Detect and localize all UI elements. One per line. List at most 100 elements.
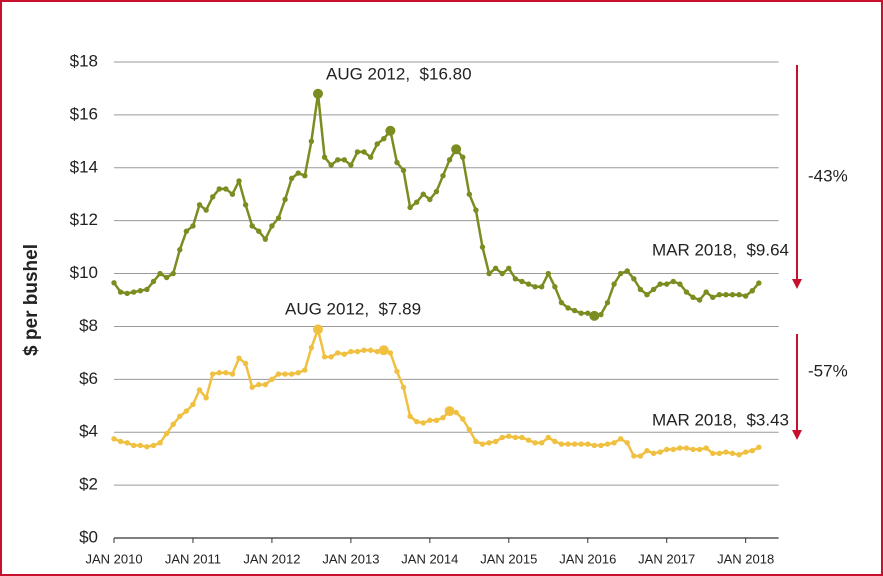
data-point [604, 441, 611, 447]
data-point [637, 453, 644, 459]
data-point [242, 202, 249, 208]
y-tick-label: $14 [70, 157, 98, 176]
data-point [394, 368, 400, 375]
annotation: MAR 2018, $9.64 [652, 240, 789, 259]
data-point [295, 170, 301, 176]
annotation: -57% [808, 361, 848, 380]
x-tick-label: JAN 2011 [165, 551, 221, 566]
data-point [407, 413, 413, 420]
data-point [565, 305, 571, 311]
data-point [473, 438, 479, 445]
data-point [729, 450, 736, 457]
data-point [716, 292, 723, 298]
data-point [460, 154, 466, 160]
data-point [302, 367, 308, 373]
data-point [341, 351, 347, 357]
data-point [124, 440, 130, 446]
data-point [703, 289, 709, 295]
data-point [381, 135, 387, 142]
arrow-head [792, 430, 802, 440]
y-tick-label: $0 [79, 527, 98, 546]
data-point [236, 178, 242, 184]
y-tick-label: $6 [79, 369, 98, 388]
data-point [631, 453, 637, 459]
data-point [486, 270, 492, 277]
data-point [321, 354, 328, 360]
data-point [499, 434, 505, 441]
data-point [117, 289, 124, 295]
data-point [539, 440, 545, 446]
data-point [335, 157, 341, 163]
data-point [683, 445, 690, 451]
data-point [387, 350, 394, 356]
data-point [558, 441, 565, 447]
data-point [308, 344, 315, 351]
data-point [578, 441, 584, 447]
data-point [407, 204, 413, 211]
y-tick-label: $12 [70, 210, 98, 229]
data-point [111, 280, 117, 286]
data-point [269, 376, 275, 383]
data-point [558, 299, 565, 306]
data-point [170, 270, 176, 277]
data-point [288, 371, 295, 377]
data-point [427, 196, 433, 203]
data-point [400, 384, 407, 390]
data-point [723, 449, 729, 455]
data-point [312, 88, 323, 99]
data-point [229, 191, 236, 197]
data-point [190, 223, 196, 229]
data-point [413, 418, 420, 425]
data-point [499, 270, 505, 277]
data-point [611, 281, 617, 287]
data-point [374, 141, 380, 147]
data-point [539, 284, 545, 290]
annotation: -43% [808, 166, 848, 185]
data-point [275, 215, 282, 221]
data-point [723, 292, 729, 298]
data-point [729, 292, 736, 298]
y-axis-label: $ per bushel [21, 244, 42, 356]
data-point [262, 381, 269, 388]
data-point [282, 196, 288, 203]
data-point [749, 288, 755, 294]
data-point [354, 149, 361, 155]
data-point [367, 347, 374, 353]
x-tick-label: JAN 2018 [717, 551, 774, 566]
data-point [736, 292, 742, 298]
data-point [361, 347, 367, 353]
series-line [113, 328, 760, 458]
data-point [617, 270, 624, 277]
data-point [716, 450, 723, 457]
data-point [696, 446, 703, 453]
data-point [196, 387, 203, 393]
data-point [190, 401, 196, 408]
data-point [282, 371, 288, 377]
data-point [348, 348, 354, 355]
data-point [413, 199, 420, 205]
data-point [163, 274, 170, 281]
data-point [177, 247, 183, 253]
data-point [552, 438, 558, 445]
data-point [703, 445, 709, 451]
data-point [749, 448, 755, 454]
data-point [348, 162, 354, 168]
data-point [525, 281, 532, 287]
data-point [295, 370, 301, 376]
data-point [736, 452, 742, 458]
data-point [585, 310, 591, 316]
data-point [163, 430, 170, 437]
data-point [466, 426, 473, 433]
data-point [124, 290, 130, 297]
data-point [378, 345, 389, 356]
y-tick-label: $8 [79, 316, 98, 335]
data-point [144, 444, 150, 450]
data-point [696, 297, 703, 303]
data-point [183, 408, 190, 414]
data-point [117, 438, 124, 445]
data-point [453, 409, 459, 416]
data-point [532, 284, 538, 290]
data-point [657, 449, 663, 455]
